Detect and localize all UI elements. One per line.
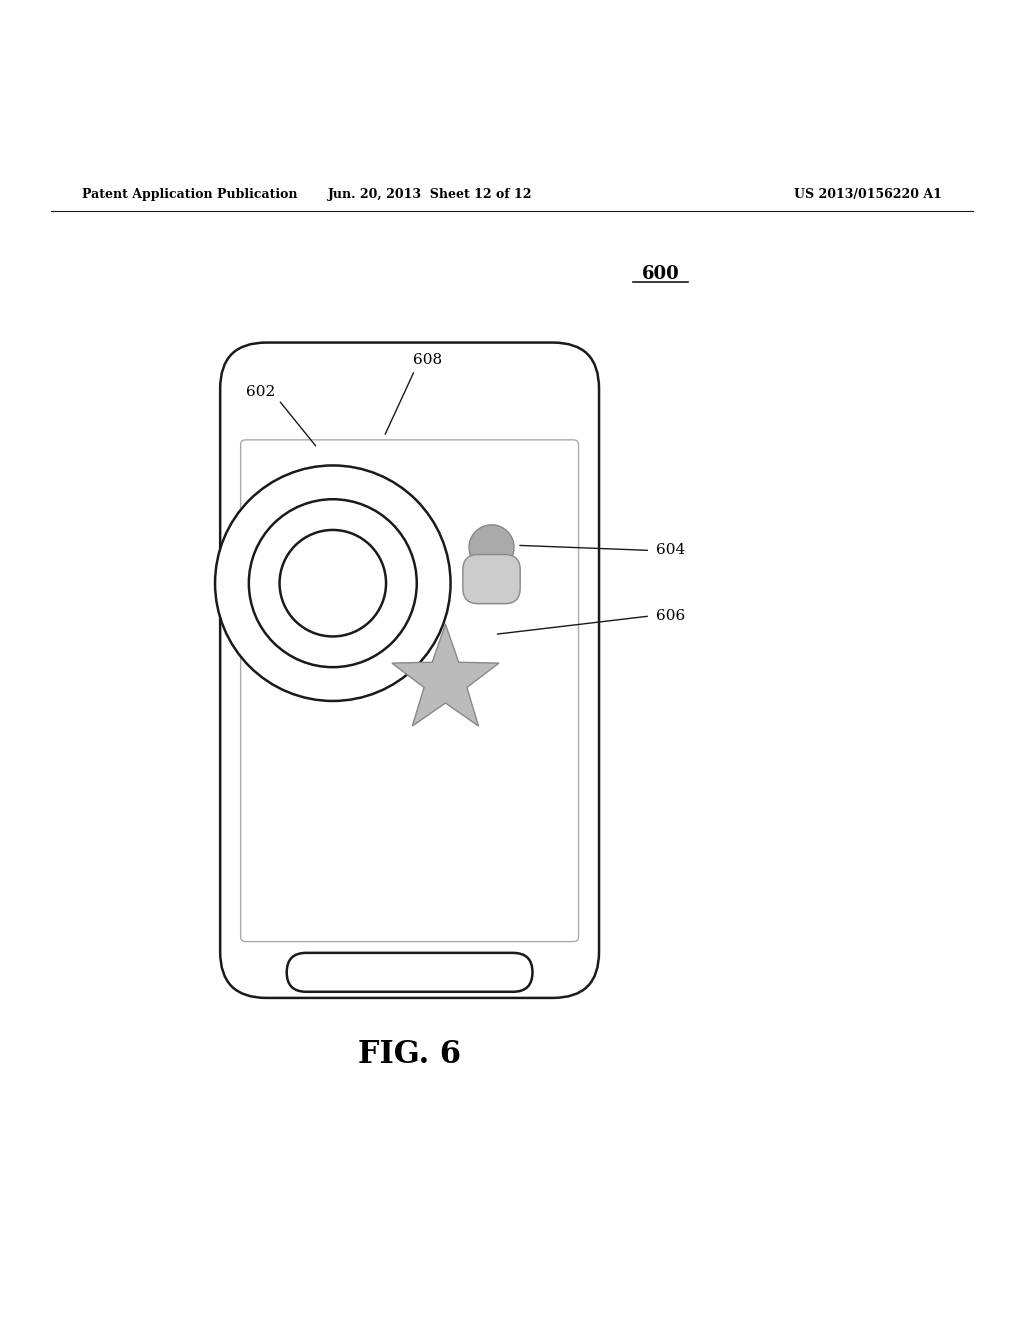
Text: Jun. 20, 2013  Sheet 12 of 12: Jun. 20, 2013 Sheet 12 of 12 [328,187,532,201]
Circle shape [280,529,386,636]
Text: 606: 606 [656,609,685,623]
Circle shape [215,466,451,701]
Text: 600: 600 [642,265,679,282]
Text: US 2013/0156220 A1: US 2013/0156220 A1 [795,187,942,201]
Circle shape [249,499,417,667]
Text: 608: 608 [414,352,442,367]
FancyBboxPatch shape [220,343,599,998]
Text: Patent Application Publication: Patent Application Publication [82,187,297,201]
Polygon shape [392,624,499,726]
Text: FIG. 6: FIG. 6 [358,1039,461,1069]
Text: 602: 602 [247,384,275,399]
FancyBboxPatch shape [241,440,579,941]
FancyBboxPatch shape [287,953,532,991]
FancyBboxPatch shape [463,554,520,603]
Circle shape [469,525,514,570]
Text: 604: 604 [656,544,685,557]
